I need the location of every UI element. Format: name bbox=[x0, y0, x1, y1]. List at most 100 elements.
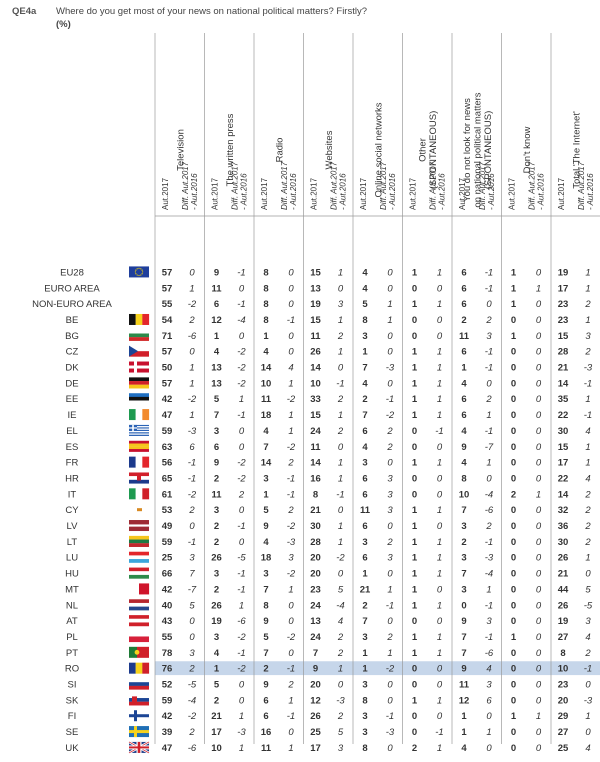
cell-value: 10 bbox=[558, 664, 569, 675]
cell-diff: 3 bbox=[189, 553, 195, 564]
cell-diff: 2 bbox=[386, 537, 393, 548]
cell-diff: -5 bbox=[584, 600, 593, 611]
subheader-level: Aut.2017 bbox=[557, 177, 566, 210]
cell-value: 5 bbox=[362, 299, 368, 310]
subheader-diff: - Aut.2016 bbox=[388, 173, 397, 210]
cell-diff: -1 bbox=[237, 267, 245, 278]
cell-diff: -1 bbox=[237, 521, 245, 532]
cell-diff: 3 bbox=[288, 553, 294, 564]
cell-value: 0 bbox=[412, 426, 417, 437]
cell-diff: 0 bbox=[437, 473, 443, 484]
flag-pl-icon bbox=[129, 630, 149, 643]
cell-diff: 0 bbox=[536, 743, 542, 754]
cell-diff: -1 bbox=[336, 489, 344, 500]
cell-value: 6 bbox=[461, 283, 466, 294]
cell-value: 14 bbox=[261, 458, 272, 469]
cell-value: 42 bbox=[162, 711, 173, 722]
cell-diff: 0 bbox=[536, 727, 542, 738]
row-label: SK bbox=[66, 695, 79, 706]
subheader-diff: - Aut.2016 bbox=[190, 173, 199, 210]
cell-diff: 1 bbox=[486, 410, 491, 421]
cell-diff: 1 bbox=[239, 394, 244, 405]
row-label: EE bbox=[66, 394, 79, 405]
cell-diff: 1 bbox=[189, 378, 194, 389]
cell-diff: 2 bbox=[584, 347, 591, 358]
cell-value: 49 bbox=[162, 521, 173, 532]
cell-diff: 0 bbox=[536, 680, 542, 691]
cell-value: 21 bbox=[360, 584, 371, 595]
cell-value: 4 bbox=[362, 378, 368, 389]
cell-value: 0 bbox=[511, 616, 516, 627]
cell-diff: 0 bbox=[387, 680, 393, 691]
cell-value: 3 bbox=[362, 680, 367, 691]
cell-value: 0 bbox=[511, 695, 516, 706]
cell-diff: -1 bbox=[287, 664, 295, 675]
cell-diff: 1 bbox=[189, 410, 194, 421]
cell-diff: -3 bbox=[584, 695, 593, 706]
cell-value: 27 bbox=[558, 632, 569, 643]
cell-value: 30 bbox=[558, 426, 569, 437]
cell-diff: -2 bbox=[386, 664, 395, 675]
flag-uk-icon bbox=[128, 740, 150, 754]
cell-value: 3 bbox=[362, 537, 367, 548]
cell-value: 32 bbox=[558, 505, 569, 516]
subheader-diff: Diff. Aut.2017 bbox=[231, 161, 240, 210]
cell-value: 5 bbox=[214, 680, 220, 691]
row-label: NON-EURO AREA bbox=[32, 299, 112, 310]
cell-diff: 0 bbox=[536, 473, 542, 484]
cell-diff: 0 bbox=[338, 363, 344, 374]
cell-diff: 0 bbox=[288, 648, 294, 659]
cell-value: 14 bbox=[310, 363, 321, 374]
cell-value: 7 bbox=[263, 584, 268, 595]
cell-diff: -1 bbox=[485, 632, 493, 643]
cell-diff: 0 bbox=[387, 347, 393, 358]
cell-value: 1 bbox=[214, 331, 220, 342]
cell-diff: -5 bbox=[188, 680, 197, 691]
cell-value: 27 bbox=[558, 727, 569, 738]
cell-value: 30 bbox=[558, 537, 569, 548]
cell-diff: 0 bbox=[486, 743, 492, 754]
cell-value: 1 bbox=[511, 632, 517, 643]
cell-value: 24 bbox=[310, 632, 321, 643]
cell-diff: 0 bbox=[338, 442, 344, 453]
cell-diff: -2 bbox=[237, 664, 246, 675]
cell-value: 20 bbox=[310, 553, 321, 564]
cell-value: 1 bbox=[412, 394, 418, 405]
cell-value: 10 bbox=[261, 378, 272, 389]
flag-de-icon bbox=[129, 377, 149, 389]
row-label: FR bbox=[66, 458, 79, 469]
subheader-diff: - Aut.2016 bbox=[339, 173, 348, 210]
cell-diff: 2 bbox=[337, 426, 344, 437]
flag-lv-icon bbox=[129, 520, 149, 532]
cell-value: 13 bbox=[310, 616, 321, 627]
cell-value: 7 bbox=[461, 505, 466, 516]
cell-value: 3 bbox=[214, 505, 219, 516]
cell-diff: 0 bbox=[536, 521, 542, 532]
cell-value: 9 bbox=[263, 680, 268, 691]
cell-value: 4 bbox=[362, 267, 368, 278]
cell-diff: 0 bbox=[536, 267, 542, 278]
cell-diff: 1 bbox=[585, 315, 590, 326]
cell-value: 47 bbox=[162, 410, 173, 421]
cell-value: 9 bbox=[263, 616, 268, 627]
cell-diff: -4 bbox=[188, 695, 196, 706]
flag-cy-icon bbox=[129, 504, 149, 516]
cell-value: 20 bbox=[310, 680, 321, 691]
row-label: ES bbox=[66, 442, 79, 453]
cell-diff: 6 bbox=[189, 442, 195, 453]
cell-diff: 0 bbox=[536, 363, 542, 374]
cell-diff: 3 bbox=[338, 299, 344, 310]
cell-diff: 1 bbox=[338, 458, 343, 469]
cell-value: 13 bbox=[211, 378, 222, 389]
cell-diff: 1 bbox=[536, 489, 541, 500]
cell-value: 4 bbox=[461, 378, 467, 389]
cell-diff: -6 bbox=[188, 743, 197, 754]
flag-el-icon bbox=[129, 424, 149, 436]
row-label: NL bbox=[66, 600, 78, 611]
flag-eu-icon bbox=[129, 266, 149, 278]
row-label: AT bbox=[66, 616, 78, 627]
cell-value: 0 bbox=[412, 315, 417, 326]
cell-value: 19 bbox=[211, 616, 222, 627]
cell-diff: 0 bbox=[189, 616, 195, 627]
cell-value: 47 bbox=[162, 743, 173, 754]
